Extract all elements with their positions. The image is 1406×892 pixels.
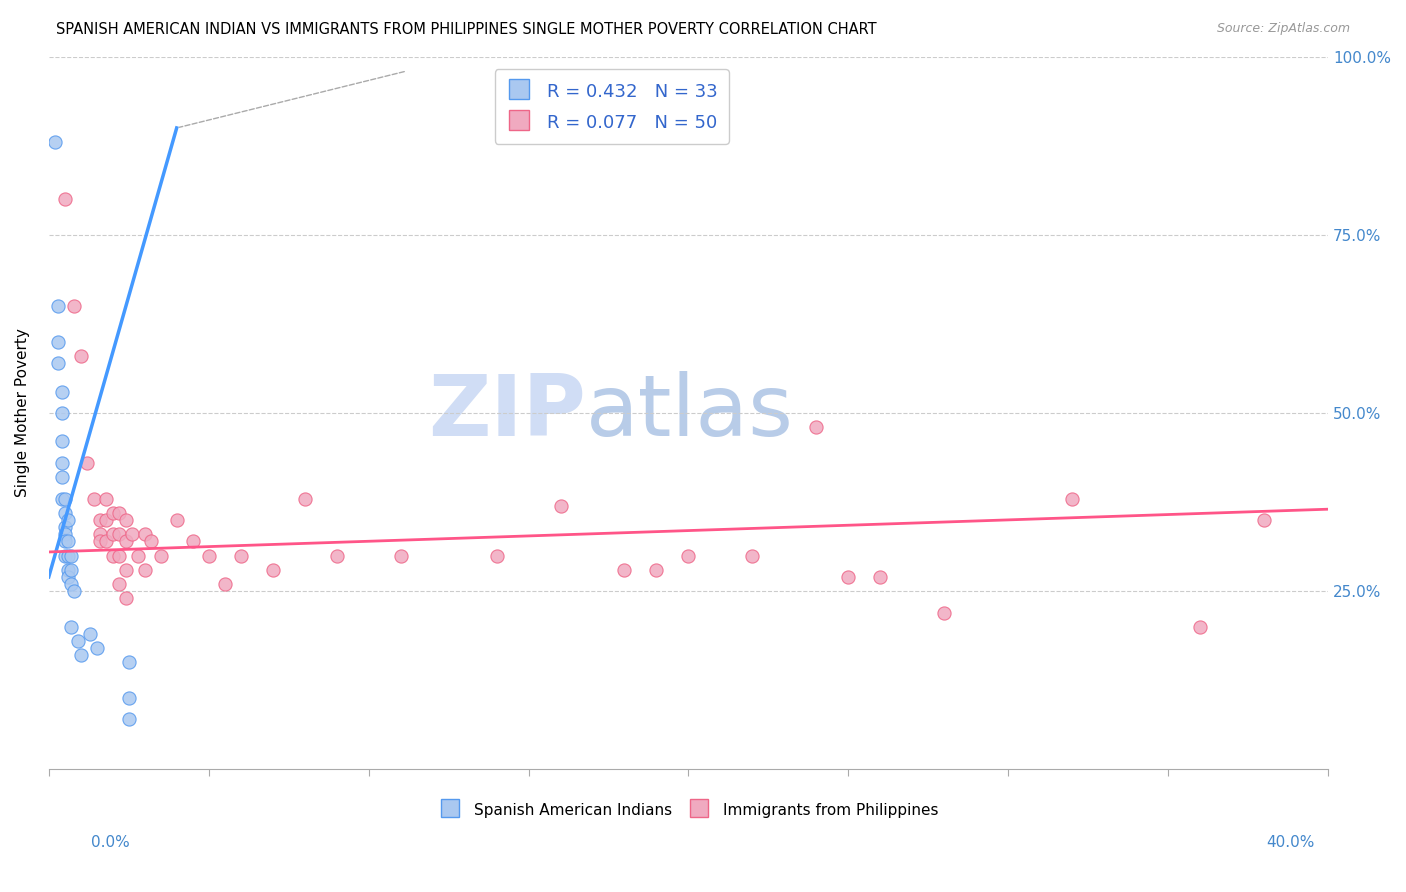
Point [79,627,101,641]
Point [46,356,69,370]
Point [44,135,66,149]
Point [869,570,891,584]
Point [56,513,79,527]
Point [89,513,111,527]
Point [166,513,188,527]
Point [806,420,828,434]
Point [613,563,636,577]
Point [139,534,162,549]
Point [389,549,412,563]
Text: 0.0%: 0.0% [91,836,131,850]
Point [60,549,83,563]
Point [56,563,79,577]
Point [51,384,73,399]
Point [53,549,76,563]
Point [46,299,69,313]
Text: ZIP: ZIP [429,371,586,455]
Point [741,549,763,563]
Point [66,634,89,648]
Point [69,349,91,363]
Point [118,656,141,670]
Point [96,491,118,506]
Text: Source: ZipAtlas.com: Source: ZipAtlas.com [1216,22,1350,36]
Point [76,456,98,470]
Point [63,584,86,599]
Point [53,520,76,534]
Point [485,549,508,563]
Point [550,499,572,513]
Text: atlas: atlas [586,371,794,455]
Point [934,606,956,620]
Point [89,534,111,549]
Y-axis label: Single Mother Poverty: Single Mother Poverty [15,328,30,498]
Point [46,334,69,349]
Point [294,491,316,506]
Point [89,527,111,541]
Point [118,691,141,706]
Point [181,534,204,549]
Point [134,563,156,577]
Point [101,527,124,541]
Point [114,513,136,527]
Point [56,570,79,584]
Point [1189,620,1212,634]
Point [108,506,131,520]
Text: 40.0%: 40.0% [1267,836,1315,850]
Point [678,549,700,563]
Point [645,563,668,577]
Point [56,534,79,549]
Point [325,549,347,563]
Point [53,491,76,506]
Point [51,470,73,484]
Point [96,534,118,549]
Point [121,527,143,541]
Point [1253,513,1275,527]
Point [108,549,131,563]
Point [51,406,73,420]
Point [837,570,859,584]
Point [96,513,118,527]
Legend: Spanish American Indians, Immigrants from Philippines: Spanish American Indians, Immigrants fro… [433,795,945,826]
Text: SPANISH AMERICAN INDIAN VS IMMIGRANTS FROM PHILIPPINES SINGLE MOTHER POVERTY COR: SPANISH AMERICAN INDIAN VS IMMIGRANTS FR… [56,22,877,37]
Point [262,563,284,577]
Point [118,713,141,727]
Point [51,456,73,470]
Point [63,299,86,313]
Point [101,506,124,520]
Point [51,491,73,506]
Point [108,527,131,541]
Point [1062,491,1084,506]
Point [60,563,83,577]
Point [149,549,172,563]
Point [214,577,236,591]
Point [114,563,136,577]
Point [53,527,76,541]
Point [69,648,91,663]
Point [53,192,76,206]
Point [197,549,219,563]
Point [114,534,136,549]
Point [53,534,76,549]
Point [114,591,136,606]
Point [127,549,149,563]
Point [60,577,83,591]
Point [53,506,76,520]
Point [51,434,73,449]
Point [108,577,131,591]
Point [229,549,252,563]
Point [86,641,108,656]
Point [56,549,79,563]
Point [83,491,105,506]
Point [101,549,124,563]
Point [60,620,83,634]
Point [134,527,156,541]
